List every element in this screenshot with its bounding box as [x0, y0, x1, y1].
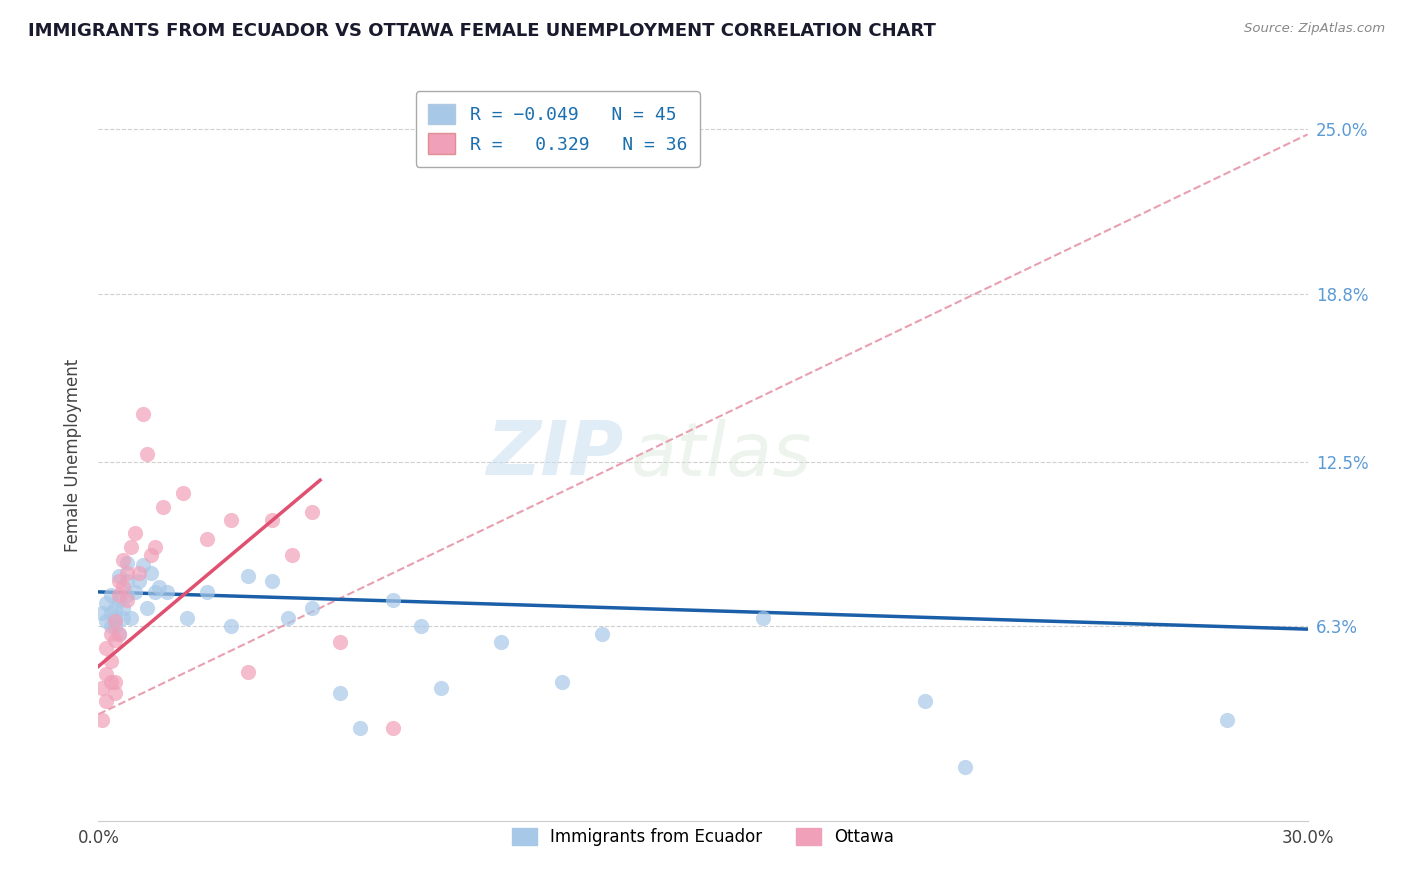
Point	[91, 713, 114, 727]
Point	[96, 614, 118, 628]
Point	[139, 566, 162, 581]
Point	[100, 627, 122, 641]
Point	[107, 593, 129, 607]
Text: Source: ZipAtlas.com: Source: ZipAtlas.com	[1244, 22, 1385, 36]
Point	[135, 600, 157, 615]
Point	[143, 585, 166, 599]
Point	[111, 553, 134, 567]
Point	[107, 574, 129, 589]
Point	[96, 667, 118, 681]
Point	[491, 635, 513, 649]
Point	[103, 600, 125, 615]
Point	[115, 588, 138, 602]
Point	[91, 681, 114, 695]
Point	[115, 566, 138, 581]
Point	[120, 540, 142, 554]
Point	[236, 569, 259, 583]
Point	[591, 627, 613, 641]
Point	[1216, 713, 1239, 727]
Point	[107, 569, 129, 583]
Point	[409, 619, 432, 633]
Point	[329, 686, 352, 700]
Point	[139, 548, 162, 562]
Point	[301, 600, 323, 615]
Point	[107, 627, 129, 641]
Point	[103, 686, 125, 700]
Point	[100, 654, 122, 668]
Point	[349, 721, 371, 735]
Point	[100, 606, 122, 620]
Point	[128, 574, 150, 589]
Point	[107, 588, 129, 602]
Point	[236, 665, 259, 679]
Point	[195, 585, 218, 599]
Point	[111, 611, 134, 625]
Point	[156, 585, 179, 599]
Point	[100, 675, 122, 690]
Point	[221, 513, 243, 527]
Point	[96, 694, 118, 708]
Point	[143, 540, 166, 554]
Point	[124, 526, 146, 541]
Point	[221, 619, 243, 633]
Point	[96, 640, 118, 655]
Point	[430, 681, 453, 695]
Point	[152, 500, 174, 514]
Point	[103, 675, 125, 690]
Point	[260, 574, 283, 589]
Point	[115, 593, 138, 607]
Point	[176, 611, 198, 625]
Point	[132, 407, 155, 421]
Y-axis label: Female Unemployment: Female Unemployment	[63, 359, 82, 551]
Point	[91, 606, 114, 620]
Point	[381, 721, 404, 735]
Point	[100, 619, 122, 633]
Point	[281, 548, 304, 562]
Point	[381, 593, 404, 607]
Point	[100, 588, 122, 602]
Text: atlas: atlas	[630, 419, 811, 491]
Point	[96, 595, 118, 609]
Point	[551, 675, 574, 690]
Point	[260, 513, 283, 527]
Point	[115, 574, 138, 589]
Point	[111, 580, 134, 594]
Point	[301, 505, 323, 519]
Point	[115, 556, 138, 570]
Point	[132, 558, 155, 573]
Point	[172, 486, 194, 500]
Point	[329, 635, 352, 649]
Point	[914, 694, 936, 708]
Point	[124, 585, 146, 599]
Point	[103, 614, 125, 628]
Point	[111, 600, 134, 615]
Point	[195, 532, 218, 546]
Legend: Immigrants from Ecuador, Ottawa: Immigrants from Ecuador, Ottawa	[505, 821, 901, 853]
Text: ZIP: ZIP	[486, 418, 624, 491]
Point	[103, 619, 125, 633]
Point	[953, 760, 976, 774]
Point	[148, 580, 170, 594]
Text: IMMIGRANTS FROM ECUADOR VS OTTAWA FEMALE UNEMPLOYMENT CORRELATION CHART: IMMIGRANTS FROM ECUADOR VS OTTAWA FEMALE…	[28, 22, 936, 40]
Point	[103, 632, 125, 647]
Point	[107, 627, 129, 641]
Point	[128, 566, 150, 581]
Point	[135, 447, 157, 461]
Point	[752, 611, 775, 625]
Point	[103, 611, 125, 625]
Point	[120, 611, 142, 625]
Point	[277, 611, 299, 625]
